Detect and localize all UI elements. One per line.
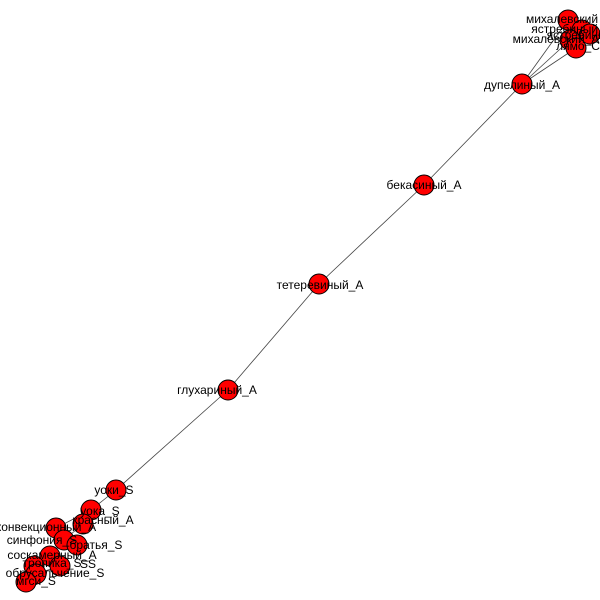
node-krasny[interactable] <box>72 513 94 535</box>
edge-bekas-teter <box>318 184 425 285</box>
node-ss1[interactable] <box>49 555 71 577</box>
node-label-konvek: конвекционный_A <box>0 520 96 534</box>
node-mikh4[interactable] <box>579 23 600 45</box>
node-label-obrusk: обрусальчение_S <box>6 566 105 580</box>
node-teter[interactable] <box>308 273 330 295</box>
edge-mikh1-dupel <box>521 19 569 85</box>
node-gluh[interactable] <box>217 379 239 401</box>
node-label-uki: уоки_S <box>94 483 133 497</box>
edge-mikh3-dupel <box>521 39 571 85</box>
node-brat[interactable] <box>66 534 88 556</box>
nodes-layer <box>15 9 600 593</box>
edge-teter-gluh <box>227 283 320 391</box>
node-mikh5[interactable] <box>565 37 587 59</box>
node-label-gluh: глухариный_A <box>177 383 257 397</box>
node-label-mgsi: мгси_S <box>16 574 56 588</box>
node-mgsi[interactable] <box>15 571 37 593</box>
node-uki[interactable] <box>105 479 127 501</box>
edge-dupel-bekas <box>423 83 523 186</box>
node-label-mikh2: ястребиный_A <box>531 22 600 36</box>
node-label-ss1: SS <box>80 557 96 571</box>
node-label-brat: братья_S <box>70 538 123 552</box>
edge-gluh-uki <box>115 389 229 491</box>
node-bekas[interactable] <box>413 174 435 196</box>
edge-mikh5-dupel <box>521 47 577 85</box>
node-label-uka: уока_S <box>80 504 119 518</box>
node-label-tropik: тропика_S <box>23 556 82 570</box>
node-label-dupel: дупелиный_A <box>484 78 560 92</box>
node-label-krasny: красный_A <box>72 513 133 527</box>
node-label-sinfo: синфония_S <box>7 533 77 547</box>
labels-layer: михалевскийястребиный_Aмихалевский_Aястр… <box>0 12 600 588</box>
node-label-mikh5: лямо_С <box>556 39 600 53</box>
node-label-mikh3: михалевский_A <box>513 32 600 46</box>
node-label-mikh1: михалевский <box>526 12 598 26</box>
node-label-bekas: бекасиный_A <box>387 178 462 192</box>
node-dupel[interactable] <box>511 73 533 95</box>
node-label-teter: тетеревиный_A <box>277 278 364 292</box>
node-label-sosk: соскамерный_A <box>7 548 96 562</box>
node-label-mikh4: ястребиный <box>547 28 600 42</box>
